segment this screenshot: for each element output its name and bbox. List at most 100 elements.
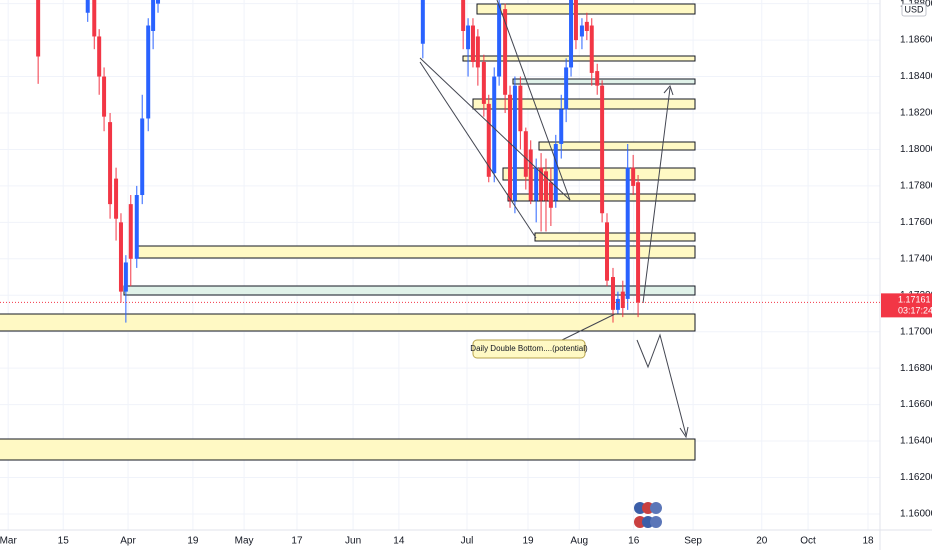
candle-body (497, 3, 502, 77)
candle-body (481, 61, 486, 104)
zone (472, 98, 696, 110)
price-box (881, 293, 932, 318)
candle-body (134, 195, 139, 259)
candle-body (503, 9, 508, 95)
y-tick-label: 1.17400 (900, 253, 932, 264)
x-tick-label: 17 (291, 536, 303, 547)
currency-box (901, 3, 927, 17)
candle-body (548, 182, 553, 208)
candle-body (569, 0, 574, 68)
y-tick-label: 1.18600 (900, 35, 932, 46)
candle-body (636, 182, 641, 303)
currency: USD (904, 4, 924, 14)
candle-body (470, 25, 475, 62)
annotation: Daily Double Bottom....(potential) (470, 344, 588, 353)
callout (472, 339, 586, 359)
candle-body (486, 103, 491, 177)
countdown: 03:17:24 (898, 306, 932, 316)
x-tick-label: 15 (58, 536, 70, 547)
zone (123, 285, 696, 296)
candle-body (114, 178, 119, 219)
candle-body (589, 25, 594, 73)
candle-body (475, 36, 480, 68)
zone (0, 438, 696, 461)
zone (534, 232, 696, 242)
callout-line (559, 313, 616, 342)
x-tick-label: Apr (120, 536, 136, 547)
candle-body (420, 0, 425, 44)
x-tick-label: Oct (800, 536, 816, 547)
zone (512, 78, 696, 85)
candle-body (156, 0, 161, 4)
candle-body (108, 122, 113, 205)
x-tick-label: Jun (345, 536, 361, 547)
candle-body (534, 167, 539, 201)
zone (462, 55, 696, 62)
zone (0, 313, 696, 332)
y-tick-label: 1.17800 (900, 181, 932, 192)
candle-body (36, 0, 41, 57)
candle-body (92, 0, 97, 37)
candle-body (564, 67, 569, 110)
x-tick-label: 14 (393, 536, 405, 547)
y-tick-label: 1.16400 (900, 436, 932, 447)
candle-body (512, 85, 517, 201)
candle-body (553, 143, 558, 201)
y-tick-label: 1.16000 (900, 509, 932, 520)
y-tick-label: 1.18200 (900, 108, 932, 119)
drawings: Daily Double Bottom....(potential) (419, 0, 689, 439)
x-tick-label: 20 (756, 536, 768, 547)
zone (476, 3, 696, 15)
candle-body (605, 222, 610, 281)
zone (135, 245, 696, 259)
candle-body (466, 25, 471, 50)
x-tick-label: 16 (628, 536, 640, 547)
x-tick-label: 18 (862, 536, 874, 547)
y-tick-label: 1.17600 (900, 217, 932, 228)
candle-body (631, 167, 636, 186)
candle-body (118, 222, 123, 292)
trendline (419, 61, 537, 239)
candle-body (461, 0, 466, 31)
candle-body (528, 149, 533, 201)
candle-body (492, 76, 497, 174)
candle-body (573, 0, 578, 41)
arrow (642, 87, 671, 304)
y-tick-label: 1.16800 (900, 363, 932, 374)
candle-body (584, 21, 589, 31)
candle-body (85, 0, 90, 13)
candle-body (97, 36, 102, 77)
candle-body (615, 298, 620, 310)
candle-body (140, 118, 145, 196)
candle-body (611, 277, 616, 310)
y-tick-label: 1.17000 (900, 326, 932, 337)
trendline (419, 57, 571, 201)
candle-body (595, 71, 600, 86)
y-tick-label: 1.18000 (900, 144, 932, 155)
candle-body (102, 76, 107, 117)
candle-body (620, 291, 625, 309)
candle-body (579, 25, 584, 37)
icon (650, 516, 662, 528)
candle-body (518, 85, 523, 132)
arrow-head (663, 85, 674, 96)
y-tick-label: 1.16200 (900, 472, 932, 483)
candle-body (151, 0, 156, 31)
candle-body (508, 94, 513, 201)
x-tick-label: Sep (684, 536, 702, 547)
candles (36, 0, 641, 323)
x-tick-label: Mar (0, 536, 17, 547)
candle-body (128, 204, 133, 259)
y-tick-label: 1.18400 (900, 71, 932, 82)
zone (538, 141, 696, 151)
candle-body (559, 109, 564, 144)
candle-body (146, 25, 151, 119)
candle-body (539, 167, 544, 201)
x-tick-label: Aug (570, 536, 588, 547)
candle-body (523, 131, 528, 177)
icon (650, 502, 662, 514)
zones (0, 3, 696, 461)
x-tick-label: 19 (522, 536, 534, 547)
